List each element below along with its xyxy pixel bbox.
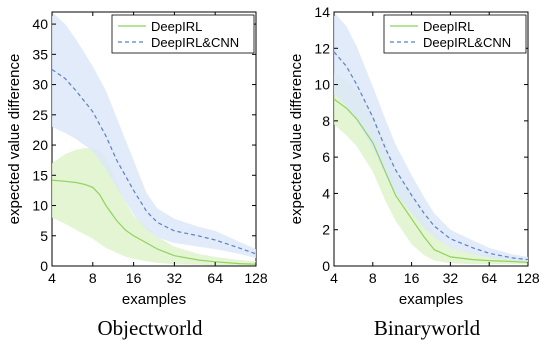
y-tick-label: 14	[314, 4, 330, 20]
x-axis-label: examples	[399, 291, 463, 308]
legend-label-deepirl: DeepIRL	[151, 19, 202, 34]
x-tick-label: 128	[244, 270, 268, 286]
series-line-deepirl-cnn	[333, 51, 529, 261]
y-tick-label: 10	[32, 198, 48, 214]
legend-label-deepirl-cnn: DeepIRL&CNN	[151, 35, 239, 50]
x-tick-label: 4	[330, 270, 338, 286]
legend-box	[383, 14, 527, 54]
x-tick-label: 128	[516, 270, 540, 286]
y-tick-label: 8	[322, 113, 330, 129]
x-tick-label: 32	[167, 270, 183, 286]
x-tick-label: 64	[207, 270, 223, 286]
panel-objectworld: 4 8 16 32 64 128 0 5 10 15 20 25 30 35 40 examples expec…	[6, 11, 268, 340]
y-axis-label: expected value difference	[288, 54, 305, 225]
confidence-band-deepirl-cnn	[334, 12, 528, 263]
x-tick-label: 8	[89, 270, 97, 286]
y-tick-label: 0	[322, 258, 330, 274]
y-tick-label: 25	[32, 107, 48, 123]
x-tick-label: 16	[404, 270, 420, 286]
x-tick-label: 4	[48, 270, 56, 286]
y-tick-label: 2	[322, 222, 330, 238]
y-tick-label: 10	[314, 77, 330, 93]
y-tick-label: 4	[322, 185, 330, 201]
series-line-deepirl	[51, 179, 257, 265]
x-tick-label: 16	[126, 270, 142, 286]
y-tick-label: 6	[322, 149, 330, 165]
x-tick-label: 64	[481, 270, 497, 286]
panel-caption: Binaryworld	[374, 316, 481, 340]
panel-caption: Objectworld	[98, 316, 203, 340]
y-tick-label: 20	[32, 137, 48, 153]
confidence-band-deepirl	[52, 148, 256, 266]
confidence-band-deepirl-cnn	[52, 12, 256, 259]
legend-box	[111, 14, 255, 54]
legend-label-deepirl: DeepIRL	[423, 19, 474, 34]
y-axis-label: expected value difference	[6, 54, 23, 225]
y-tick-label: 30	[32, 77, 48, 93]
y-tick-label: 5	[40, 228, 48, 244]
y-tick-label: 0	[40, 258, 48, 274]
series-line-deepirl	[333, 98, 529, 263]
x-tick-label: 8	[369, 270, 377, 286]
y-tick-label: 40	[32, 16, 48, 32]
y-tick-label: 12	[314, 40, 330, 56]
x-tick-label: 32	[443, 270, 459, 286]
x-axis-label: examples	[122, 291, 186, 308]
panel-binaryworld: 4 8 16 32 64 128 0 2 4 6 8 10 12 14 examples expected v…	[288, 4, 540, 340]
y-tick-label: 35	[32, 46, 48, 62]
y-tick-label: 15	[32, 167, 48, 183]
legend-label-deepirl-cnn: DeepIRL&CNN	[423, 35, 511, 50]
series-line-deepirl-cnn	[51, 69, 257, 255]
